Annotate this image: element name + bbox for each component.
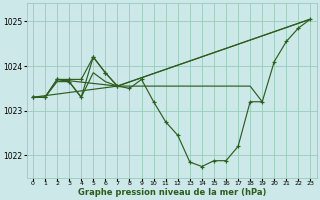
X-axis label: Graphe pression niveau de la mer (hPa): Graphe pression niveau de la mer (hPa) — [77, 188, 266, 197]
